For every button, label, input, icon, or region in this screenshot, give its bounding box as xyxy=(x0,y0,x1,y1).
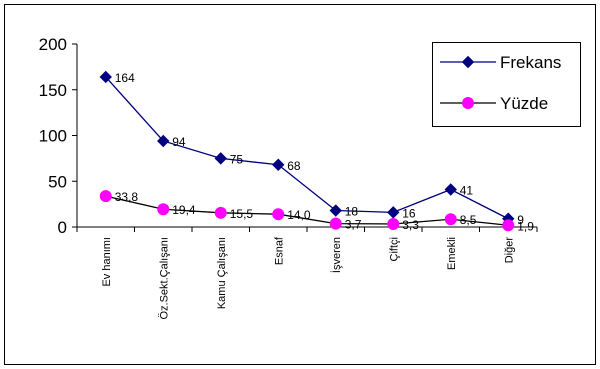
legend: Frekans Yüzde xyxy=(432,42,581,127)
legend-marker xyxy=(461,55,475,69)
legend-marker xyxy=(462,97,474,109)
data-label: 3,3 xyxy=(402,218,419,232)
x-category-label: Esnaf xyxy=(273,236,285,265)
data-point-marker xyxy=(157,134,170,148)
data-label: 164 xyxy=(115,71,135,85)
series-line-2 xyxy=(105,195,509,226)
data-label: 18 xyxy=(345,205,359,219)
data-label: 16 xyxy=(402,206,416,220)
data-label: 14,0 xyxy=(287,208,311,222)
data-point-marker xyxy=(444,213,457,226)
data-point-marker xyxy=(444,183,457,196)
data-label: 9 xyxy=(517,213,524,227)
data-label: 94 xyxy=(172,135,186,149)
legend-box xyxy=(432,42,581,127)
data-label: 68 xyxy=(287,159,301,173)
data-label: 33,8 xyxy=(115,190,139,204)
data-point-marker xyxy=(502,219,515,232)
data-point-marker xyxy=(214,206,227,219)
data-point-marker xyxy=(214,152,227,165)
x-category-label: Diğer xyxy=(503,237,515,264)
data-point-marker xyxy=(329,217,342,230)
data-point-marker xyxy=(272,158,285,171)
data-point-marker xyxy=(272,208,285,221)
data-point-marker xyxy=(99,190,112,203)
x-category-label: Emekli xyxy=(446,237,458,270)
data-label: 75 xyxy=(230,152,244,166)
data-point-marker xyxy=(329,204,342,217)
data-label: 1,9 xyxy=(517,219,534,233)
x-category-label: İşveren xyxy=(330,237,343,273)
x-category-label: Çiftçi xyxy=(388,237,400,261)
data-label: 15,5 xyxy=(230,207,254,221)
data-label: 8,5 xyxy=(460,213,477,227)
x-category-label: Öz.Sekt.Çalışanı xyxy=(158,237,170,320)
x-category-label: Ev hanımı xyxy=(101,237,113,287)
data-point-marker xyxy=(387,206,400,219)
data-point-marker xyxy=(387,217,400,230)
y-tick-label: 50 xyxy=(48,172,67,191)
y-tick-label: 150 xyxy=(39,81,67,100)
y-tick-label: 0 xyxy=(58,218,67,237)
series-line-1 xyxy=(105,76,509,220)
data-label: 41 xyxy=(460,183,474,197)
y-tick-label: 100 xyxy=(39,127,67,146)
y-tick-label: 200 xyxy=(39,35,67,54)
data-label: 19,4 xyxy=(172,203,196,217)
x-category-label: Kamu Çalışanı xyxy=(216,237,228,309)
legend-label: Frekans xyxy=(500,53,561,72)
data-point-marker xyxy=(99,70,112,84)
data-label: 3,7 xyxy=(345,218,362,232)
legend-label: Yüzde xyxy=(500,94,548,113)
data-point-marker xyxy=(157,203,170,216)
